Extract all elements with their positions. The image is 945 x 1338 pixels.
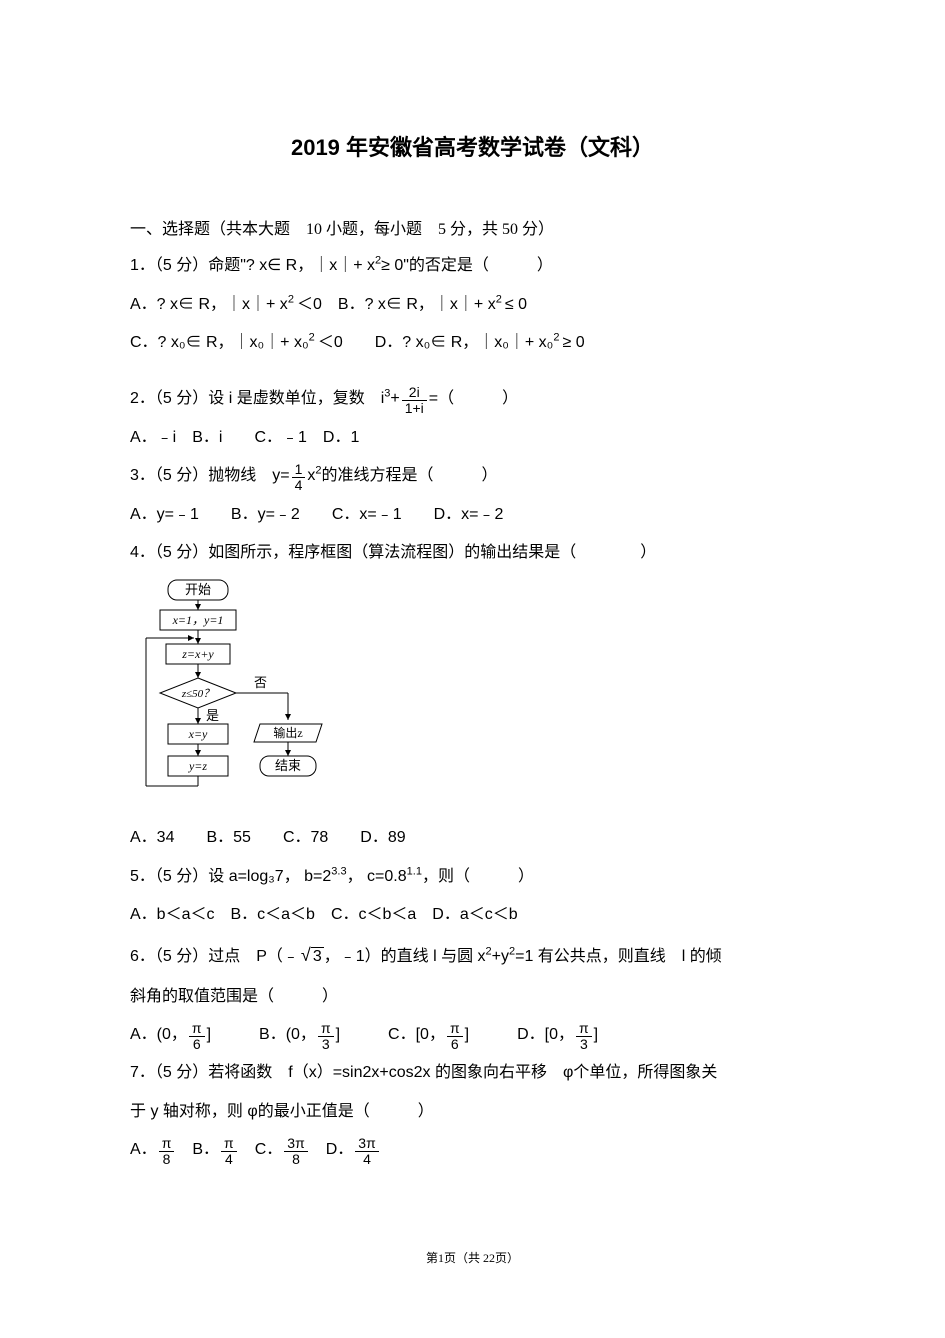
q4-stem: 4．（5 分）如图所示，程序框图（算法流程图）的输出结果是（ ） (130, 534, 815, 572)
radicand: 3 (311, 947, 324, 965)
numerator: 2i (402, 385, 427, 401)
text: ≥ 0 (563, 334, 585, 351)
fraction: 14 (292, 462, 306, 494)
q7-stem: 7．（5 分）若将函数 f（x）=sin2x+cos2x 的图象向右平移 φ个单… (130, 1054, 815, 1092)
text: 1．（5 分）命题"? x∈ R，｜x｜+ x (130, 257, 375, 274)
q1-opts-ab: A．? x∈ R，｜x｜+ x2 ＜0 B．? x∈ R，｜x｜+ x2 ≤ 0 (130, 286, 815, 324)
text: 2．（5 分）设 i 是虚数单位，复数 i (130, 390, 384, 407)
svg-text:结束: 结束 (275, 758, 301, 773)
text: ＜0 D．? x₀∈ R，｜x₀｜+ x₀ (318, 334, 554, 351)
q3-opts: A．y=﹣1 B．y=﹣2 C．x=﹣1 D．x=﹣2 (130, 496, 815, 534)
q5-opts: A．b＜a＜c B．c＜a＜b C．c＜b＜a D．a＜c＜b (130, 896, 815, 934)
q2-opts: A．﹣i B．i C．﹣1 D．1 (130, 419, 815, 457)
svg-text:x=1，y=1: x=1，y=1 (172, 613, 224, 627)
text: ，﹣1）的直线 l 与圆 x (324, 948, 486, 965)
text: A． (130, 1141, 157, 1158)
q7-opts: A．π8 B．π4 C．3π8 D．3π4 (130, 1131, 815, 1169)
text: 5．（5 分）设 a=log₃7， b=2 (130, 868, 331, 885)
text: 的准线方程是（ ） (322, 467, 498, 484)
svg-text:z=x+y: z=x+y (181, 647, 214, 661)
fraction: 2i1+i (402, 385, 427, 417)
q1-opts-cd: C．? x₀∈ R，｜x₀｜+ x₀2 ＜0 D．? x₀∈ R，｜x₀｜+ x… (130, 324, 815, 362)
svg-text:是: 是 (206, 708, 219, 723)
text: C．? x₀∈ R，｜x₀｜+ x₀ (130, 334, 309, 351)
denominator: 4 (221, 1152, 237, 1167)
q5-stem: 5．（5 分）设 a=log₃7， b=23.3， c=0.81.1，则（ ） (130, 858, 815, 896)
fraction: π3 (576, 1021, 592, 1053)
text: A．? x∈ R，｜x｜+ x (130, 296, 288, 313)
text: D． (310, 1141, 354, 1158)
fraction: π6 (189, 1021, 205, 1053)
text: ＜0 B．? x∈ R，｜x｜+ x (297, 296, 496, 313)
q1-stem: 1．（5 分）命题"? x∈ R，｜x｜+ x2≥ 0"的否定是（ ） (130, 247, 815, 285)
text: + (390, 390, 399, 407)
sup: 2 (288, 293, 297, 305)
denominator: 3 (576, 1037, 592, 1052)
numerator: π (447, 1021, 463, 1037)
flowchart-svg: 开始 x=1，y=1 z=x+y z≤50？ 否 是 x=y (138, 578, 368, 808)
denominator: 4 (292, 478, 306, 493)
q4-opts: A．34 B．55 C．78 D．89 (130, 819, 815, 857)
text: ， c=0.8 (347, 868, 407, 885)
denominator: 6 (189, 1037, 205, 1052)
denominator: 8 (159, 1152, 175, 1167)
sqrt: 3 (299, 934, 324, 977)
text: C． (239, 1141, 283, 1158)
page-footer: 第1页（共 22页） (0, 1249, 945, 1266)
text: 3．（5 分）抛物线 y= (130, 467, 290, 484)
fraction: 3π4 (355, 1136, 378, 1168)
text: +y (492, 948, 509, 965)
sup: 3.3 (331, 865, 346, 877)
sup: 1.1 (407, 865, 422, 877)
page-title: 2019 年安徽省高考数学试卷（文科） (130, 130, 815, 162)
svg-text:z≤50？: z≤50？ (181, 688, 214, 700)
numerator: π (318, 1021, 334, 1037)
section-heading: 一、选择题（共本大题 10 小题，每小题 5 分，共 50 分） (130, 212, 815, 247)
text: ] D．[0， (465, 1026, 574, 1043)
text: B． (176, 1141, 219, 1158)
numerator: π (221, 1136, 237, 1152)
sup: 2 (496, 293, 505, 305)
fraction: π6 (447, 1021, 463, 1053)
text: =（ ） (429, 390, 518, 407)
text: A．(0， (130, 1026, 187, 1043)
svg-text:输出z: 输出z (273, 725, 302, 740)
text: ] B．(0， (207, 1026, 316, 1043)
numerator: 3π (284, 1136, 307, 1152)
sup: 2 (553, 332, 562, 344)
text: ] C．[0， (336, 1026, 445, 1043)
q3-stem: 3．（5 分）抛物线 y=14x2的准线方程是（ ） (130, 457, 815, 495)
denominator: 8 (284, 1152, 307, 1167)
q6-stem: 6．（5 分）过点 P（﹣3，﹣1）的直线 l 与圆 x2+y2=1 有公共点，… (130, 934, 815, 977)
q6-opts: A．(0，π6] B．(0，π3] C．[0，π6] D．[0，π3] (130, 1016, 815, 1054)
denominator: 4 (355, 1152, 378, 1167)
denominator: 6 (447, 1037, 463, 1052)
numerator: π (159, 1136, 175, 1152)
q6-line2: 斜角的取值范围是（ ） (130, 978, 815, 1016)
flowchart: 开始 x=1，y=1 z=x+y z≤50？ 否 是 x=y (138, 578, 815, 813)
svg-text:开始: 开始 (185, 582, 211, 597)
numerator: π (576, 1021, 592, 1037)
svg-text:y=z: y=z (188, 759, 207, 773)
denominator: 3 (318, 1037, 334, 1052)
fraction: π4 (221, 1136, 237, 1168)
fraction: π8 (159, 1136, 175, 1168)
numerator: 3π (355, 1136, 378, 1152)
fraction: π3 (318, 1021, 334, 1053)
svg-text:x=y: x=y (188, 727, 208, 741)
numerator: 1 (292, 462, 306, 478)
text: ，则（ ） (422, 868, 534, 885)
text: =1 有公共点，则直线 l 的倾 (515, 948, 722, 965)
q2-stem: 2．（5 分）设 i 是虚数单位，复数 i3+2i1+i=（ ） (130, 380, 815, 418)
denominator: 1+i (402, 401, 427, 416)
q7-line2: 于 y 轴对称，则 φ的最小正值是（ ） (130, 1093, 815, 1131)
sup: 2 (309, 332, 318, 344)
svg-text:否: 否 (254, 675, 267, 690)
text: 6．（5 分）过点 P（﹣ (130, 948, 299, 965)
text: ≤ 0 (505, 296, 527, 313)
text: ≥ 0"的否定是（ ） (381, 257, 553, 274)
text: ] (594, 1026, 598, 1043)
numerator: π (189, 1021, 205, 1037)
fraction: 3π8 (284, 1136, 307, 1168)
